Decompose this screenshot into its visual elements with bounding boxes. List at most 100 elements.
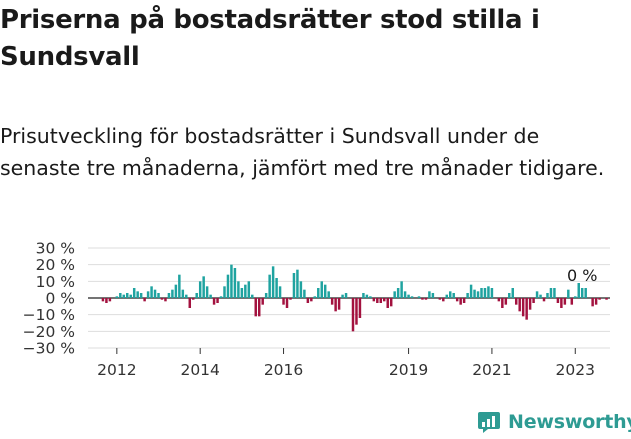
- bar: [143, 298, 146, 302]
- bar: [115, 296, 119, 298]
- bar: [313, 296, 317, 298]
- bar: [310, 298, 313, 302]
- bar: [594, 298, 598, 305]
- bar: [445, 294, 449, 298]
- bar: [539, 294, 542, 298]
- bar: [129, 294, 132, 298]
- bar: [202, 276, 205, 298]
- bar: [521, 298, 525, 317]
- bar: [438, 298, 442, 300]
- bar: [171, 289, 174, 298]
- x-tick-label: 2016: [264, 361, 303, 379]
- bar: [362, 293, 365, 298]
- bar: [185, 294, 188, 298]
- y-tick-label: −30 %: [23, 340, 75, 358]
- bar: [504, 298, 508, 305]
- bar: [462, 298, 466, 303]
- bar: [452, 293, 455, 298]
- bar: [195, 293, 198, 298]
- bar: [372, 298, 376, 302]
- bar: [178, 274, 181, 298]
- bar: [376, 298, 379, 303]
- bar: [355, 298, 358, 325]
- bar: [268, 274, 271, 298]
- bar: [403, 291, 407, 298]
- x-tick-label: 2021: [472, 361, 511, 379]
- newsworthy-logo[interactable]: Newsworthy: [476, 408, 631, 436]
- bar: [365, 294, 369, 298]
- bar: [546, 293, 549, 298]
- bar: [261, 298, 264, 305]
- bar: [598, 298, 601, 300]
- bar: [428, 291, 431, 298]
- bar: [407, 294, 410, 298]
- bar: [108, 298, 112, 302]
- bar-chart: 30 %20 %10 %0 %−10 %−20 %−30 % 2012 2014 2…: [23, 240, 610, 379]
- y-tick-label: −10 %: [23, 306, 75, 324]
- newsworthy-logo-icon: [478, 412, 500, 433]
- y-tick-label: 10 %: [36, 273, 75, 291]
- bar: [257, 298, 261, 317]
- bar: [383, 298, 386, 302]
- bar: [216, 298, 219, 303]
- bar: [379, 298, 383, 303]
- bar: [167, 293, 171, 298]
- bar: [192, 298, 195, 300]
- bar: [139, 293, 143, 298]
- bar: [146, 291, 150, 298]
- bar: [574, 296, 577, 298]
- bar: [449, 291, 452, 298]
- bar: [327, 291, 330, 298]
- bar: [264, 293, 268, 298]
- bar: [296, 269, 299, 298]
- bar: [136, 291, 139, 298]
- bar: [518, 298, 521, 312]
- bar: [303, 289, 306, 298]
- bar: [421, 298, 424, 300]
- bar: [292, 273, 296, 298]
- bar: [323, 284, 327, 298]
- bar: [542, 298, 546, 302]
- y-tick-label: 0 %: [45, 290, 75, 308]
- bar: [150, 286, 153, 298]
- bar: [240, 288, 244, 298]
- bar: [320, 281, 323, 298]
- bar: [219, 296, 223, 298]
- bar: [244, 284, 247, 298]
- bar: [501, 298, 504, 308]
- bar: [528, 298, 532, 310]
- bar: [306, 298, 310, 303]
- bar: [126, 293, 129, 298]
- bar: [508, 293, 511, 298]
- bar: [330, 298, 334, 305]
- bar: [275, 278, 278, 298]
- bar: [230, 264, 233, 298]
- bar: [153, 289, 157, 298]
- bar: [369, 296, 372, 298]
- bar: [577, 283, 580, 298]
- bar: [101, 298, 105, 302]
- brand-name: Newsworthy: [508, 411, 631, 433]
- bar: [174, 284, 178, 298]
- bar: [424, 298, 428, 300]
- bar: [563, 298, 567, 305]
- bar: [584, 288, 587, 298]
- bar: [188, 298, 192, 308]
- bar: [480, 288, 483, 298]
- bar: [591, 298, 594, 307]
- bar: [483, 288, 487, 298]
- bar: [212, 298, 216, 305]
- bar: [532, 298, 535, 303]
- chart-subtitle: Prisutveckling för bostadsrätter i Sunds…: [0, 124, 605, 180]
- latest-value-annotation: 0 %: [567, 266, 597, 285]
- bar: [473, 289, 476, 298]
- y-tick-label: 30 %: [36, 240, 75, 258]
- bar: [455, 298, 459, 302]
- bar: [299, 281, 303, 298]
- bar: [122, 294, 126, 298]
- bar: [181, 289, 185, 298]
- bar: [282, 298, 285, 305]
- bar: [209, 294, 212, 298]
- bar: [393, 291, 396, 298]
- bar: [119, 293, 122, 298]
